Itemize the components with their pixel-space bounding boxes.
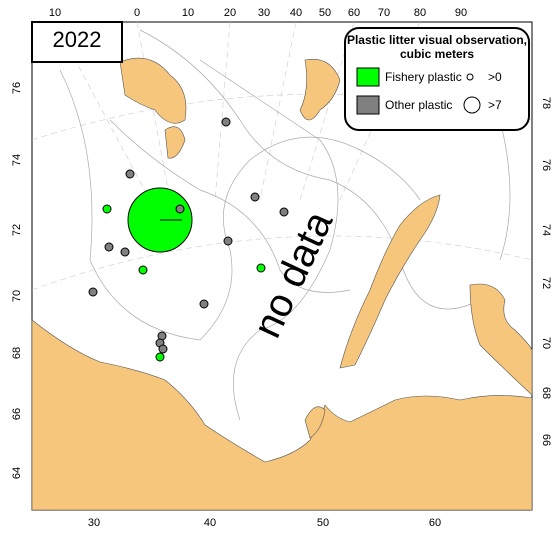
graticule-label: 70 [11, 290, 23, 302]
graticule-label: 66 [11, 408, 23, 420]
graticule-label: 78 [540, 97, 552, 109]
size-symbol [463, 96, 481, 114]
graticule-label: 90 [455, 7, 467, 19]
graticule-label: 50 [317, 517, 329, 529]
graticule-label: 60 [429, 517, 441, 529]
graticule-label: 80 [414, 7, 426, 19]
graticule-label: 70 [540, 337, 552, 349]
other-marker [104, 242, 114, 252]
graticule-label: 0 [134, 7, 140, 19]
land [31, 57, 533, 511]
graticule-label: 30 [258, 7, 270, 19]
other-marker [125, 169, 135, 179]
other-marker [279, 207, 289, 217]
other-marker [120, 247, 130, 257]
graticule-label: 40 [204, 517, 216, 529]
graticule-label: 20 [224, 7, 236, 19]
legend-swatch [356, 67, 380, 87]
fishery-marker [102, 204, 112, 214]
size-label: >7 [488, 98, 502, 112]
graticule-label: 68 [540, 387, 552, 399]
graticule-label: 60 [348, 7, 360, 19]
other-marker [223, 236, 233, 246]
legend-swatch [356, 95, 380, 115]
graticule-label: 72 [540, 277, 552, 289]
legend-title: Plastic litter visual observation, cubic … [347, 33, 527, 61]
graticule-label: 76 [11, 82, 23, 94]
legend-label: Fishery plastic [385, 70, 462, 84]
graticule-label: 72 [11, 224, 23, 236]
graticule-labels: 10 0 10 20 30 40 50 60 70 80 90 30 40 50 60 76 74 72 70 68 6… [11, 7, 552, 529]
graticule-label: 64 [11, 467, 23, 479]
fishery-marker [256, 263, 266, 273]
legend-label: Other plastic [385, 98, 452, 112]
year: 2022 [53, 27, 102, 52]
other-marker [221, 117, 231, 127]
graticule-label: 70 [378, 7, 390, 19]
graticule-label: 40 [290, 7, 302, 19]
observations [88, 117, 289, 362]
legend-box [344, 27, 530, 131]
fishery-marker [138, 265, 148, 275]
other-marker [88, 287, 98, 297]
graticule-label: 74 [540, 224, 552, 236]
size-label: >0 [488, 70, 502, 84]
year-box [31, 21, 123, 63]
graticule [31, 21, 533, 291]
graticule-label: 74 [11, 154, 23, 166]
fishery-marker [155, 352, 165, 362]
graticule-label: 76 [540, 159, 552, 171]
other-marker [250, 192, 260, 202]
other-marker [199, 299, 209, 309]
other-marker [175, 204, 185, 214]
legend: Plastic litter visual observation, cubic … [344, 27, 530, 131]
graticule-label: 30 [88, 517, 100, 529]
graticule-label: 50 [319, 7, 331, 19]
graticule-label: 66 [540, 434, 552, 446]
graticule-label: 10 [49, 7, 61, 19]
graticule-label: 68 [11, 347, 23, 359]
size-symbol [466, 73, 474, 81]
other-marker [158, 344, 168, 354]
graticule-label: 10 [182, 7, 194, 19]
